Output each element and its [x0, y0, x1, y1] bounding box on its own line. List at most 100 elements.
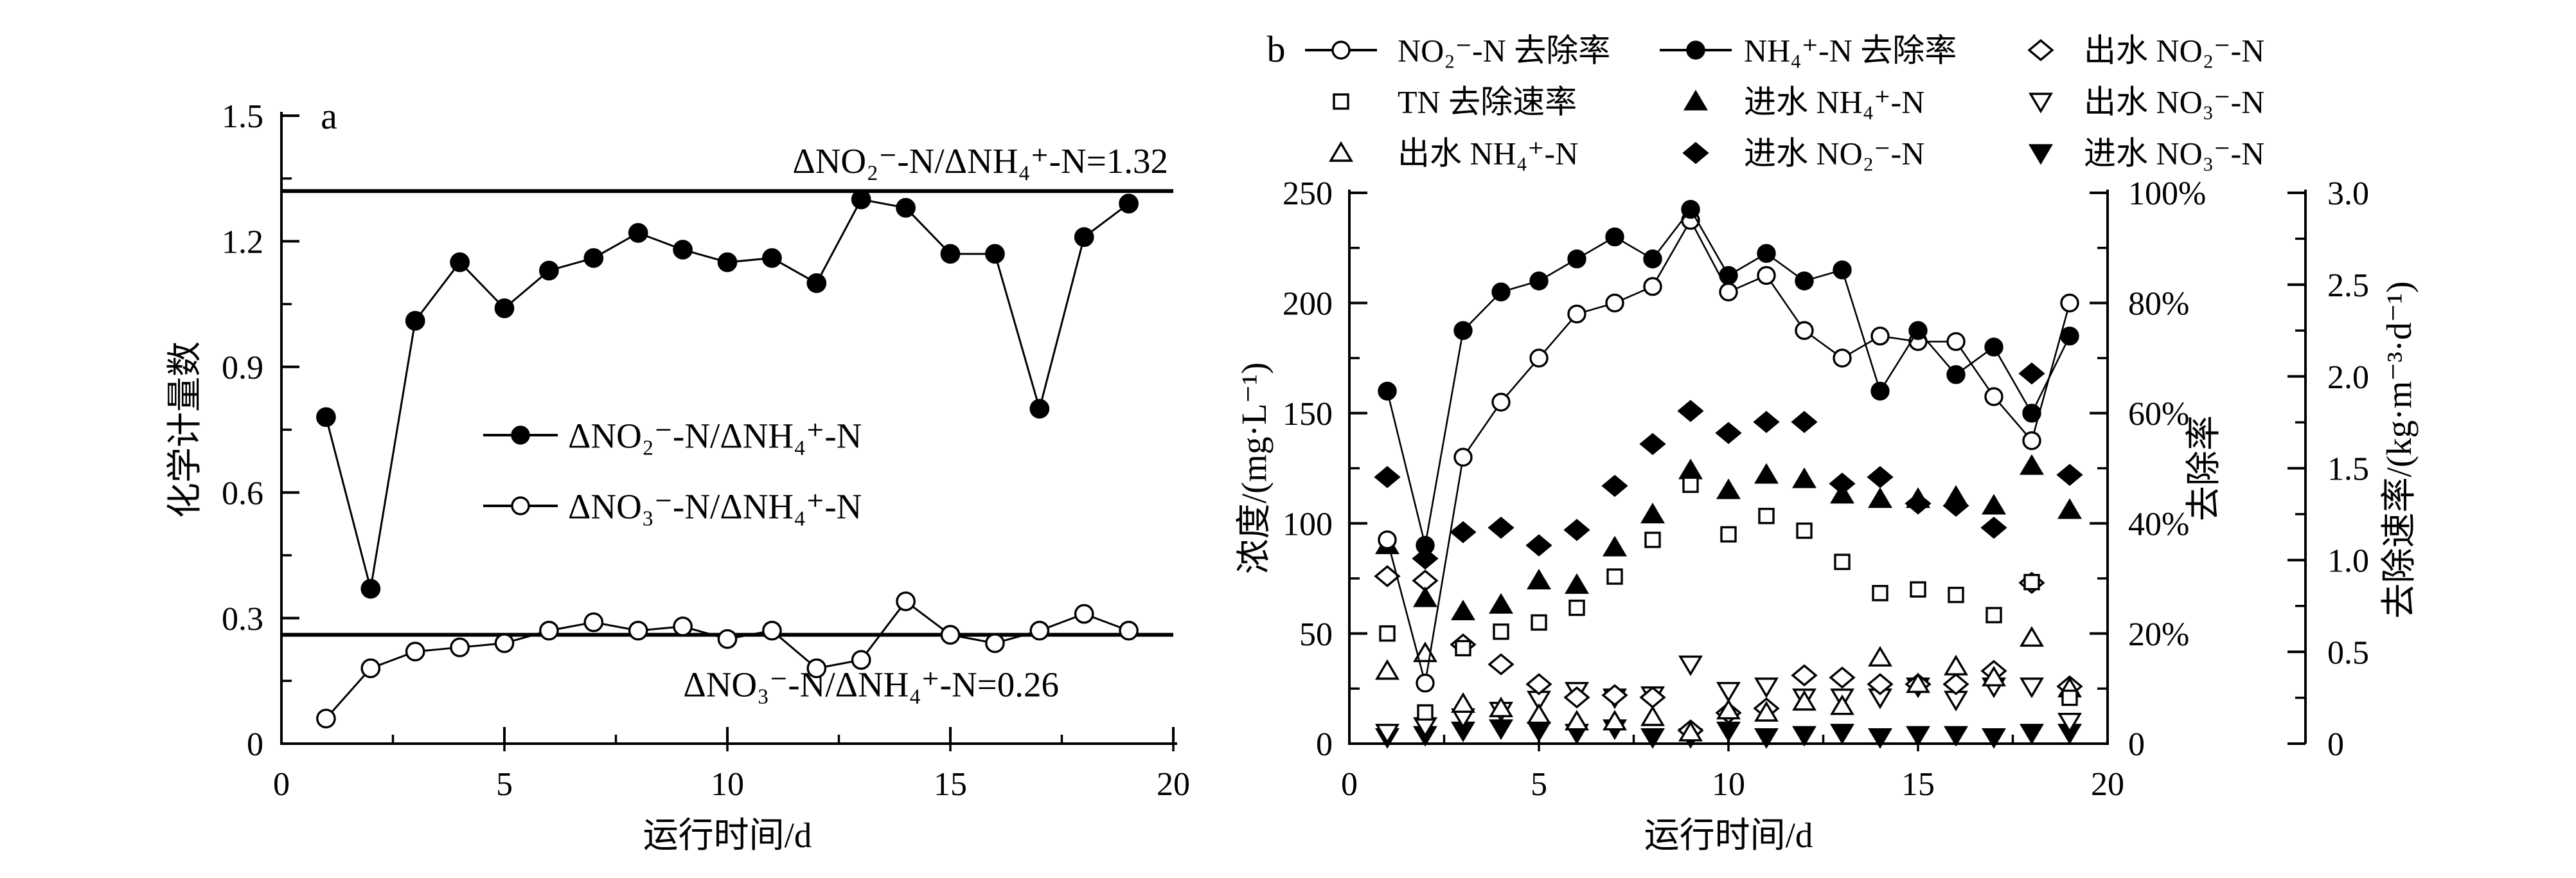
- legend-label: 进水 NO₂⁻-N: [1744, 136, 1924, 172]
- diamond-filled-marker: [1715, 422, 1742, 444]
- square-open-marker: [1455, 640, 1471, 657]
- circle-open-marker: [851, 650, 871, 670]
- triangle-up-filled-marker: [1683, 89, 1708, 111]
- triangle-up-open-marker: [1640, 705, 1665, 726]
- legend-item: 出水 NO₂⁻-N: [2027, 33, 2264, 69]
- triangle-up-open-marker: [1868, 645, 1892, 667]
- square-open-marker: [1493, 623, 1509, 640]
- legend-item: NO₂⁻-N 去除率: [1305, 33, 1610, 69]
- circle-filled-marker: [673, 240, 693, 260]
- triangle-up-filled-marker: [2057, 498, 2082, 519]
- panel-b-rate-axis-title: 去除速率/(kg·m⁻³·d⁻¹): [2379, 282, 2419, 619]
- conc-tick-label: 100: [1283, 506, 1333, 542]
- legend-label: 进水 NO₃⁻-N: [2084, 136, 2264, 172]
- square-open-marker: [1985, 607, 2002, 623]
- triangle-down-open-marker: [2057, 713, 2082, 734]
- circle-open-marker: [1605, 293, 1624, 313]
- circle-filled-marker: [583, 248, 604, 268]
- circle-open-marker: [1567, 304, 1586, 324]
- legend-item: 进水 NO₂⁻-N: [1682, 136, 1924, 172]
- legend-item: 进水 NH₄⁺-N: [1683, 84, 1924, 120]
- circle-filled-marker: [1074, 227, 1094, 247]
- circle-open-marker: [806, 658, 827, 679]
- circle-open-marker: [940, 625, 961, 645]
- triangle-down-filled-marker: [1868, 728, 1892, 749]
- circle-filled-marker: [1378, 381, 1397, 401]
- triangle-down-filled-marker: [1792, 726, 1817, 747]
- circle-open-marker: [1491, 392, 1511, 412]
- circle-filled-marker: [1416, 535, 1435, 555]
- panel-a-axes: 0 0.3 0.6 0.9 1.2 1.5 0 5 10 15 20: [222, 98, 1190, 803]
- rate-tick-label: 1.5: [2327, 451, 2369, 488]
- diamond-filled-marker: [1601, 474, 1628, 497]
- circle-filled-marker: [511, 426, 530, 445]
- square-open-marker: [1948, 586, 1964, 604]
- triangle-up-filled-marker: [1792, 467, 1817, 488]
- rate-tick-label: 2.0: [2327, 359, 2369, 396]
- circle-open-marker: [1029, 620, 1050, 641]
- x-tick-label: 0: [1341, 766, 1358, 803]
- x-tick-label: 5: [1531, 766, 1547, 803]
- diamond-filled-marker: [1905, 492, 1932, 515]
- circle-open-marker: [1119, 620, 1139, 641]
- circle-filled-marker: [628, 223, 648, 243]
- circle-open-marker: [450, 637, 470, 658]
- square-open-marker: [1796, 522, 1813, 539]
- legend-label: 出水 NH₄⁺-N: [1398, 136, 1578, 172]
- triangle-up-filled-marker: [1982, 494, 2006, 515]
- panel-b-conc-axis-title: 浓度/(mg·L⁻¹): [1234, 363, 1274, 575]
- triangle-up-open-marker: [1329, 141, 1353, 162]
- triangle-down-filled-marker: [1640, 728, 1665, 749]
- circle-open-marker: [1378, 530, 1397, 550]
- conc-tick-label: 150: [1283, 396, 1333, 433]
- conc-tick-label: 200: [1283, 286, 1333, 323]
- conc-tick-label: 50: [1299, 616, 1333, 653]
- reference-line-label: ΔNO₃⁻-N/ΔNH₄⁺-N=0.26: [683, 665, 1059, 704]
- y-tick-label: 0: [247, 726, 263, 763]
- series-nh4-removal: [1378, 200, 2079, 555]
- series-tn-removal-rate: [1379, 476, 2078, 721]
- series-ratio-no3-nh4: [316, 591, 1139, 729]
- triangle-down-open-marker: [1716, 682, 1741, 703]
- circle-open-marker: [1795, 321, 1814, 340]
- square-open-marker: [1379, 625, 1396, 642]
- series-influent-no2: [1374, 362, 2083, 570]
- triangle-up-filled-marker: [1451, 599, 1475, 621]
- x-tick-label: 20: [2091, 766, 2124, 803]
- diamond-filled-marker: [1829, 472, 1856, 495]
- circle-filled-marker: [1029, 399, 1050, 419]
- triangle-up-filled-marker: [1413, 586, 1437, 607]
- percent-tick-label: 80%: [2128, 286, 2189, 323]
- triangle-down-open-marker: [1754, 677, 1779, 699]
- circle-open-marker: [316, 708, 336, 729]
- circle-filled-marker: [1757, 244, 1776, 263]
- circle-open-marker: [1331, 40, 1351, 60]
- diamond-open-marker: [2027, 39, 2054, 62]
- triangle-up-open-marker: [2020, 626, 2044, 647]
- triangle-up-filled-marker: [1754, 463, 1779, 484]
- legend-label: 出水 NO₂⁻-N: [2084, 33, 2264, 69]
- rate-tick-label: 0: [2327, 726, 2344, 763]
- reference-line-label: ΔNO₂⁻-N/ΔNH₄⁺-N=1.32: [792, 141, 1168, 181]
- circle-filled-marker: [940, 244, 961, 264]
- percent-tick-label: 100%: [2128, 175, 2206, 212]
- circle-filled-marker: [896, 197, 916, 218]
- x-tick-label: 0: [273, 766, 290, 803]
- legend-label: ΔNO₃⁻-N/ΔNH₄⁺-N: [568, 487, 862, 526]
- y-tick-label: 0.6: [222, 475, 263, 512]
- triangle-up-open-marker: [1603, 710, 1627, 731]
- triangle-up-open-marker: [1678, 721, 1703, 742]
- circle-open-marker: [2022, 431, 2041, 451]
- circle-open-marker: [896, 591, 916, 611]
- legend-label: 出水 NO₃⁻-N: [2084, 84, 2264, 120]
- circle-open-marker: [2060, 293, 2079, 313]
- triangle-up-open-marker: [1754, 701, 1779, 722]
- square-open-marker: [1568, 599, 1585, 616]
- circle-filled-marker: [1681, 200, 1700, 219]
- square-open-marker: [1758, 508, 1775, 524]
- circle-filled-marker: [405, 310, 425, 331]
- circle-filled-marker: [762, 248, 782, 268]
- circle-open-marker: [1719, 282, 1738, 301]
- panel-b-legend: b NO₂⁻-N 去除率 NH₄⁺-N 去除率 出水 NO₂⁻-NTN 去除速率 进水 …: [1267, 28, 2265, 172]
